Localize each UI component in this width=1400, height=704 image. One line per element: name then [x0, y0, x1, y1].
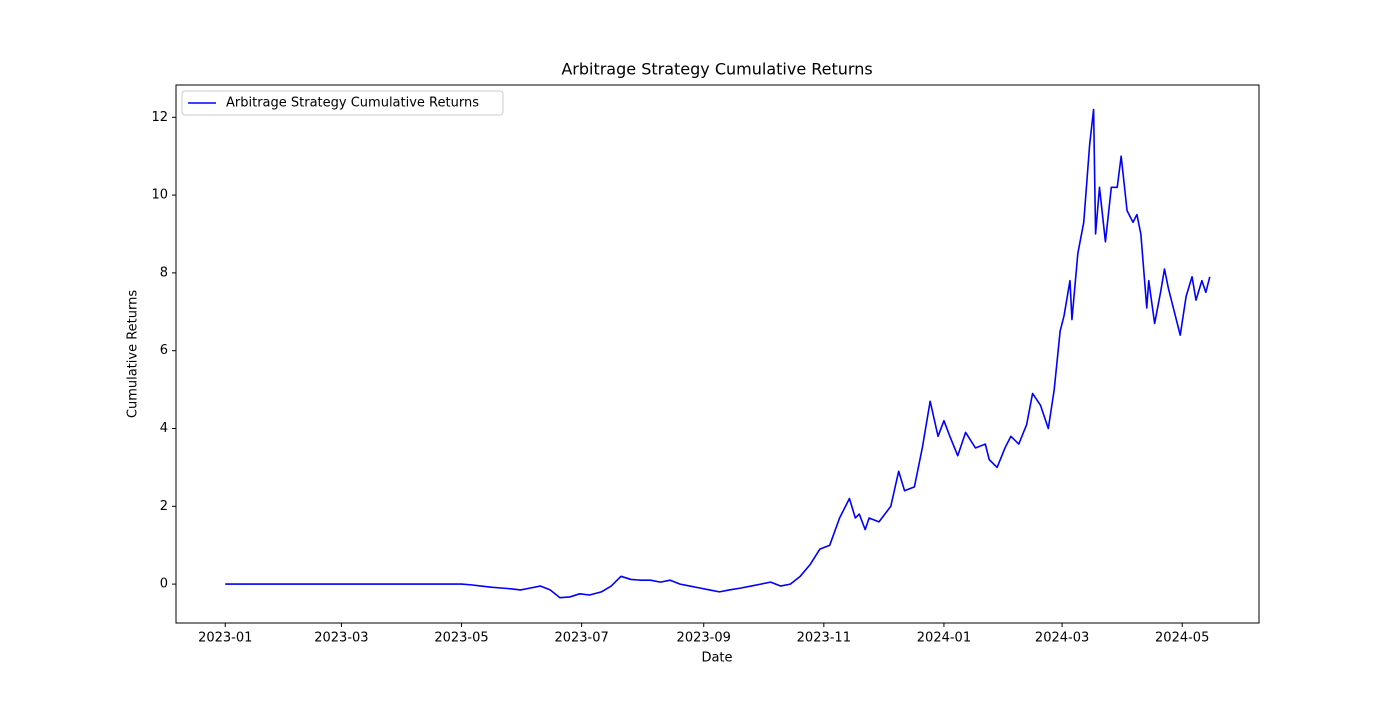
x-tick-label: 2023-03 [314, 631, 368, 646]
y-tick-label: 2 [160, 499, 168, 514]
x-tick-label: 2024-03 [1035, 631, 1089, 646]
x-tick-label: 2024-01 [917, 631, 971, 646]
axes-frame [175, 84, 1260, 624]
y-axis-label: Cumulative Returns [126, 290, 141, 418]
x-tick-label: 2023-01 [198, 631, 252, 646]
x-tick-label: 2023-05 [434, 631, 488, 646]
x-tick-label: 2023-09 [677, 631, 731, 646]
x-tick-label: 2023-11 [797, 631, 851, 646]
chart-title: Arbitrage Strategy Cumulative Returns [561, 60, 872, 79]
x-tick-label: 2023-07 [554, 631, 608, 646]
y-tick-label: 10 [151, 188, 168, 203]
x-axis-label: Date [701, 651, 732, 666]
y-tick-label: 12 [151, 110, 168, 125]
legend-label: Arbitrage Strategy Cumulative Returns [226, 96, 479, 111]
y-tick-label: 8 [160, 265, 168, 280]
plot-area [225, 108, 1211, 599]
y-tick-label: 6 [160, 343, 168, 358]
x-tick-label: 2024-05 [1155, 631, 1209, 646]
legend-box [181, 90, 504, 116]
y-tick-label: 4 [160, 421, 168, 436]
series-line [225, 108, 1211, 599]
y-tick-label: 0 [160, 577, 168, 592]
